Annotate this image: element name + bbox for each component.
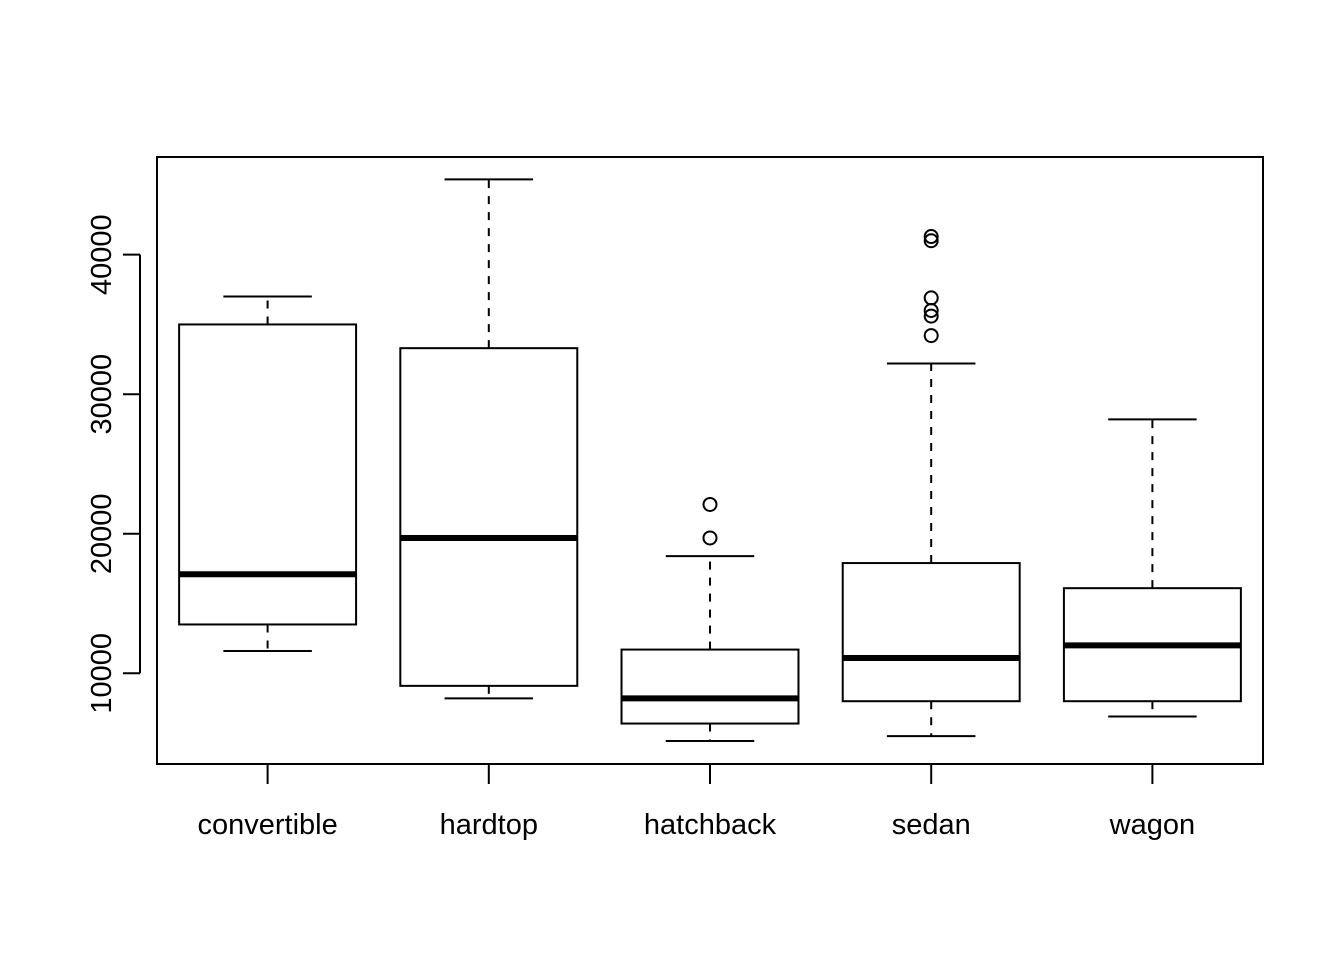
box-hardtop xyxy=(399,178,579,700)
outlier-point xyxy=(923,229,939,245)
x-tick-label-wagon: wagon xyxy=(1109,809,1195,841)
iqr-box xyxy=(178,323,358,626)
iqr-box xyxy=(399,347,579,687)
x-axis: convertible hardtop hatchback sedan wagon xyxy=(197,764,1195,841)
y-tick-label: 10000 xyxy=(86,633,118,714)
x-tick-label-hardtop: hardtop xyxy=(440,809,538,841)
box-hatchback xyxy=(620,496,800,742)
y-tick-label: 20000 xyxy=(86,493,118,574)
boxes xyxy=(178,178,1242,742)
box-sedan xyxy=(841,229,1021,738)
iqr-box xyxy=(620,648,800,725)
iqr-box xyxy=(841,562,1021,703)
outlier-point xyxy=(702,530,718,546)
y-tick-label: 30000 xyxy=(86,354,118,435)
outlier-point xyxy=(923,308,939,324)
outlier-point xyxy=(923,233,939,249)
y-axis: 10000 20000 30000 40000 xyxy=(86,214,141,714)
x-tick-label-convertible: convertible xyxy=(197,809,337,841)
outlier-point xyxy=(923,328,939,344)
x-tick-label-hatchback: hatchback xyxy=(644,809,777,841)
outlier-point xyxy=(702,496,718,512)
y-tick-label: 40000 xyxy=(86,214,118,295)
outlier-point xyxy=(923,290,939,306)
box-wagon xyxy=(1062,418,1242,718)
x-tick-label-sedan: sedan xyxy=(892,809,971,841)
box-convertible xyxy=(178,295,358,652)
